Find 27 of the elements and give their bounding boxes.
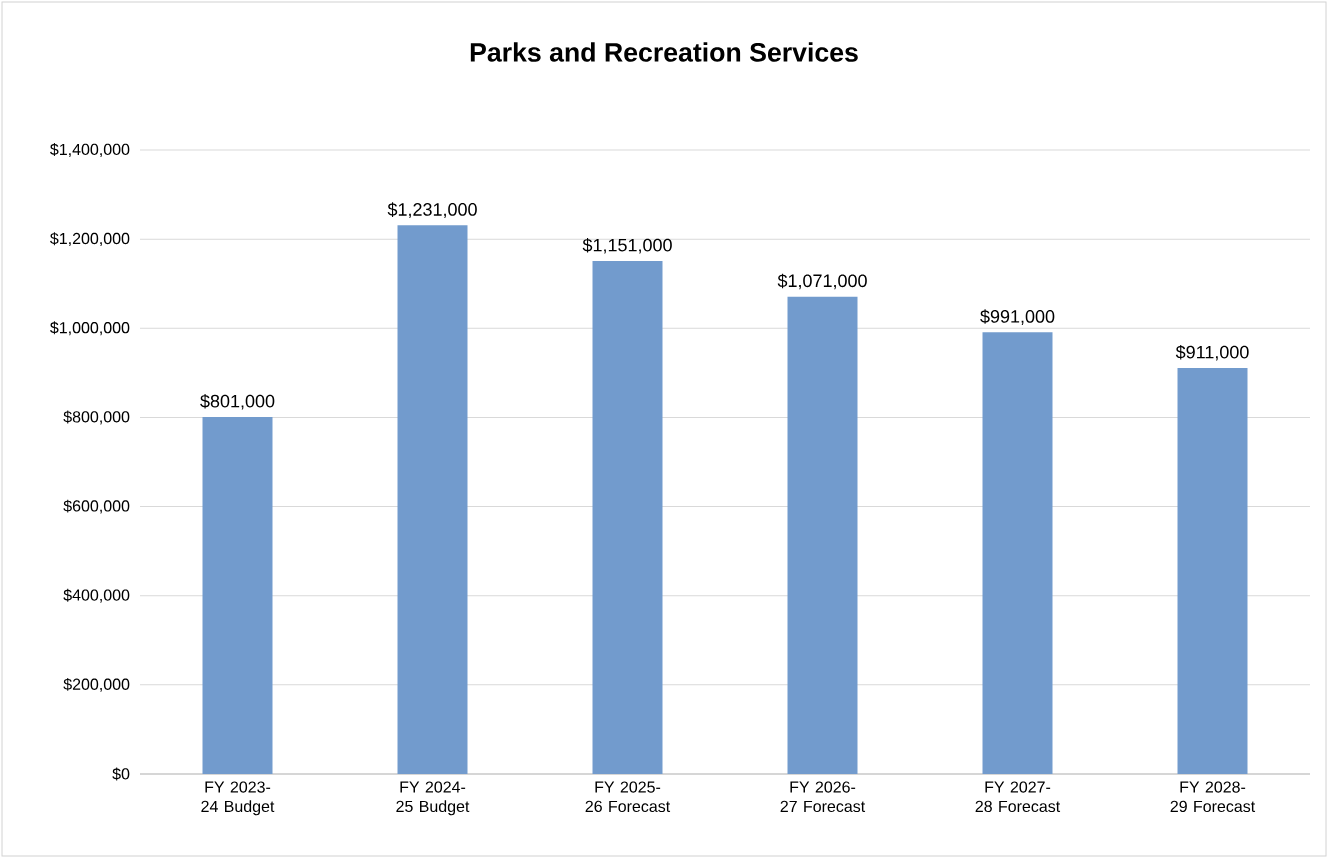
bar: [787, 296, 858, 774]
bar: [1177, 367, 1248, 774]
bar: [202, 416, 273, 774]
y-tick-label: $0: [112, 767, 130, 781]
data-label: $1,071,000: [777, 273, 867, 290]
y-tick-label: $1,000,000: [50, 321, 130, 336]
y-tick-label: $800,000: [63, 410, 130, 425]
y-tick-label: $600,000: [63, 499, 130, 514]
y-tick-label: $200,000: [63, 677, 130, 692]
bar: [397, 225, 468, 774]
data-label: $911,000: [1175, 344, 1249, 361]
bar: [592, 260, 663, 774]
y-tick-label: $1,400,000: [50, 143, 130, 157]
data-label: $991,000: [980, 309, 1055, 325]
data-label: $1,151,000: [582, 237, 672, 254]
y-tick-label: $1,200,000: [50, 232, 130, 247]
data-label: $801,000: [200, 393, 275, 410]
x-tick-label: FY 2028-29 Forecast: [1170, 781, 1256, 813]
bar: [982, 332, 1053, 774]
x-tick-label: FY 2026-27 Forecast: [780, 781, 866, 813]
x-tick-label: FY 2024-25 Budget: [396, 781, 470, 816]
x-tick-label: FY 2025-26 Forecast: [585, 781, 671, 813]
x-tick-label: FY 2027-28 Forecast: [975, 781, 1061, 813]
chart-title: Parks and Recreation Services: [470, 42, 858, 62]
x-tick-label: FY 2023-24 Budget: [201, 781, 275, 816]
data-label: $1,231,000: [387, 202, 477, 218]
y-tick-label: $400,000: [63, 588, 130, 603]
